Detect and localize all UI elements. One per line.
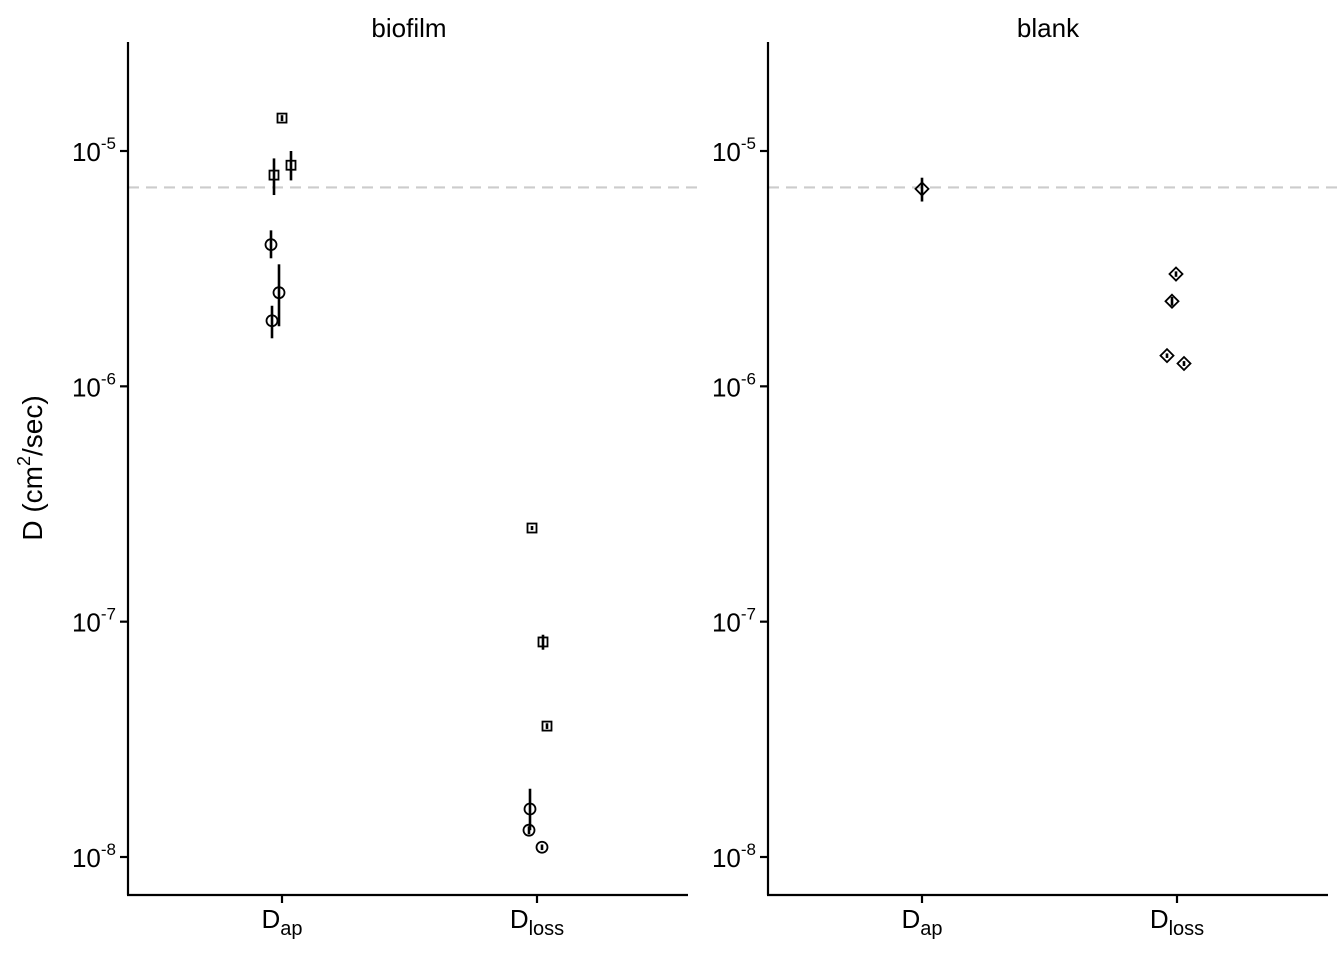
x-tick-label: Dloss bbox=[510, 904, 564, 940]
data-point-circle bbox=[265, 314, 279, 328]
data-point-circle bbox=[535, 840, 549, 854]
x-tick-label: Dap bbox=[901, 904, 942, 940]
data-point-square bbox=[285, 159, 297, 171]
x-tick-sub: ap bbox=[280, 918, 302, 940]
y-tick-base: 10 bbox=[712, 843, 741, 873]
y-tick-base: 10 bbox=[712, 608, 741, 638]
y-title-unit-exp: 2 bbox=[14, 456, 34, 466]
y-tick-exp: -7 bbox=[741, 605, 756, 624]
data-point-circle bbox=[272, 286, 286, 300]
y-tick-label: 10-5 bbox=[712, 134, 756, 167]
x-tick-sub: loss bbox=[1169, 918, 1205, 940]
y-tick-exp: -5 bbox=[741, 134, 756, 153]
x-tick-main: D bbox=[261, 904, 280, 934]
y-tick-base: 10 bbox=[712, 372, 741, 402]
data-point-diamond bbox=[1164, 293, 1180, 309]
x-tick-label: Dloss bbox=[1150, 904, 1204, 940]
y-tick-base: 10 bbox=[72, 372, 101, 402]
data-point-square bbox=[541, 720, 553, 732]
data-point-square bbox=[537, 636, 549, 648]
data-point-diamond bbox=[1159, 347, 1175, 364]
y-tick-label: 10-8 bbox=[712, 840, 756, 873]
y-tick-label: 10-6 bbox=[72, 369, 116, 402]
y-tick-label: 10-8 bbox=[72, 840, 116, 873]
panel-title: biofilm bbox=[371, 13, 446, 43]
x-tick-main: D bbox=[1150, 904, 1169, 934]
data-point-square bbox=[268, 169, 280, 181]
x-tick-main: D bbox=[901, 904, 920, 934]
y-tick-exp: -6 bbox=[101, 369, 116, 388]
y-axis-title: D (cm2/sec) bbox=[14, 395, 48, 540]
y-title-unit-rest: /sec) bbox=[17, 395, 48, 456]
data-point-diamond bbox=[1168, 266, 1184, 282]
y-tick-label: 10-7 bbox=[712, 605, 756, 638]
y-tick-exp: -6 bbox=[741, 369, 756, 388]
y-tick-base: 10 bbox=[72, 843, 101, 873]
panel-title: blank bbox=[1017, 13, 1080, 43]
y-tick-exp: -7 bbox=[101, 605, 116, 624]
data-point-circle bbox=[264, 238, 278, 252]
data-point-square bbox=[276, 112, 288, 124]
y-tick-exp: -5 bbox=[101, 134, 116, 153]
x-tick-label: Dap bbox=[261, 904, 302, 940]
data-point-circle bbox=[522, 823, 536, 837]
data-point-diamond bbox=[1176, 355, 1192, 372]
y-title-main: D ( bbox=[17, 503, 48, 541]
x-tick-sub: ap bbox=[920, 918, 942, 940]
x-tick-main: D bbox=[510, 904, 529, 934]
x-tick-sub: loss bbox=[529, 918, 565, 940]
y-title-unit: cm bbox=[17, 466, 48, 503]
y-tick-base: 10 bbox=[72, 137, 101, 167]
data-point-square bbox=[526, 522, 538, 534]
y-tick-base: 10 bbox=[712, 137, 741, 167]
y-tick-base: 10 bbox=[72, 608, 101, 638]
data-point-circle bbox=[523, 802, 537, 816]
y-tick-exp: -8 bbox=[741, 840, 756, 859]
y-axis-title-text: D (cm2/sec) bbox=[14, 395, 48, 540]
y-tick-label: 10-7 bbox=[72, 605, 116, 638]
data-point-diamond bbox=[914, 181, 930, 197]
y-tick-exp: -8 bbox=[101, 840, 116, 859]
y-tick-label: 10-5 bbox=[72, 134, 116, 167]
y-tick-label: 10-6 bbox=[712, 369, 756, 402]
